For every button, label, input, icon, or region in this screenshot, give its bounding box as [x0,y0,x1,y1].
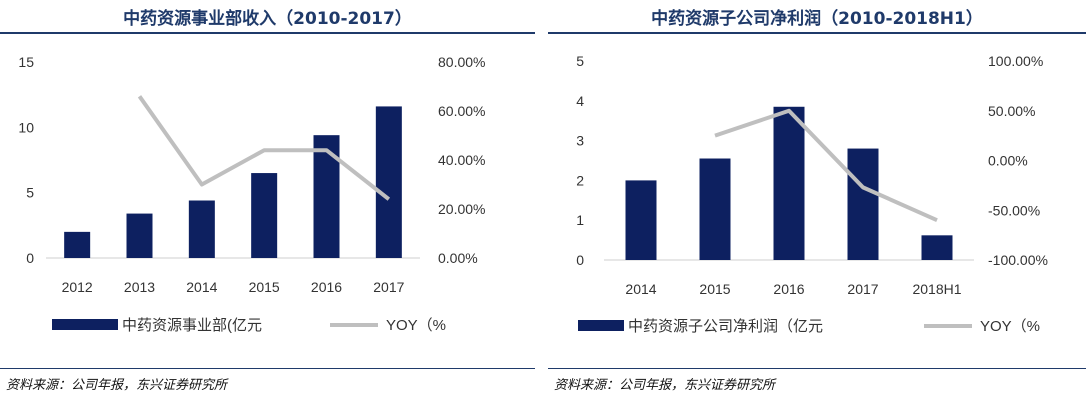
legend-swatch-bar [578,320,624,331]
bar [188,200,215,258]
y2-axis-tick-label: 40.00% [438,152,485,168]
bar [773,106,805,261]
x-axis-tick-label: 2016 [311,279,342,295]
y-axis-tick-label: 15 [18,54,34,70]
bar [625,180,657,260]
x-axis-tick-label: 2012 [62,279,93,295]
y2-axis-tick-label: -100.00% [988,252,1048,268]
y2-axis-tick-label: 20.00% [438,201,485,217]
footer-divider [0,368,535,369]
x-axis-tick-label: 2014 [186,279,217,295]
y-axis-tick-label: 2 [576,172,584,188]
left-chart-panel: 中药资源事业部收入（2010-2017） 0 5 10 15 0.00% 20.00% 40… [0,0,535,400]
yoy-line [714,108,938,223]
y-axis-tick-label: 1 [576,212,584,228]
source-note: 资料来源：公司年报，东兴证券研究所 [6,378,228,393]
legend-label: YOY（% [386,317,446,334]
y2-axis-tick-label: 100.00% [988,53,1043,69]
bar [64,231,91,258]
y2-axis-tick-label: -50.00% [988,202,1040,218]
y2-axis-tick-label: 60.00% [438,103,485,119]
y-axis-tick-label: 5 [26,185,34,201]
y-axis-tick-label: 5 [576,53,584,69]
x-axis-tick-label: 2015 [249,279,280,295]
x-axis-tick-label: 2016 [773,281,804,297]
legend-label: YOY（% [980,318,1040,335]
right-chart-svg: 0 1 2 3 4 5 -100.00% -50.00% 0.00% 50.00% 100.00% 2… [576,53,1048,335]
bar [251,173,278,258]
y-axis-tick-label: 10 [18,119,34,135]
bar [921,235,953,260]
x-axis-tick-label: 2014 [625,281,656,297]
y2-axis-tick-label: 80.00% [438,54,485,70]
title-divider [0,32,535,34]
x-axis-tick-label: 2017 [373,279,404,295]
left-chart-svg: 0 5 10 15 0.00% 20.00% 40.00% 60.00% 80.00% 2012 2… [18,54,485,334]
chart-title: 中药资源子公司净利润（2010-2018H1） [651,9,983,29]
footer-divider [548,368,1086,369]
bar [847,148,879,260]
y-axis-tick-label: 0 [26,250,34,266]
y-axis-tick-label: 0 [576,252,584,268]
legend-label: 中药资源子公司净利润（亿元 [628,318,823,335]
chart-title: 中药资源事业部收入（2010-2017） [123,9,412,29]
bar [313,135,340,258]
x-axis-tick-label: 2015 [699,281,730,297]
y2-axis-tick-label: 50.00% [988,103,1035,119]
legend-swatch-bar [52,319,118,330]
right-chart-panel: 中药资源子公司净利润（2010-2018H1） 0 1 2 3 4 5 -100.00% -5… [548,0,1086,400]
title-divider [548,32,1086,34]
legend-label: 中药资源事业部(亿元 [122,317,262,334]
x-axis-tick-label: 2018H1 [912,281,961,297]
y-axis-tick-label: 3 [576,133,584,149]
bar [126,213,153,258]
y-axis-tick-label: 4 [576,93,584,109]
bar [699,158,731,260]
bar [375,106,402,258]
x-axis-tick-label: 2013 [124,279,155,295]
y2-axis-tick-label: 0.00% [988,153,1028,169]
y2-axis-tick-label: 0.00% [438,250,478,266]
x-axis-tick-label: 2017 [847,281,878,297]
source-note: 资料来源：公司年报，东兴证券研究所 [554,378,776,393]
